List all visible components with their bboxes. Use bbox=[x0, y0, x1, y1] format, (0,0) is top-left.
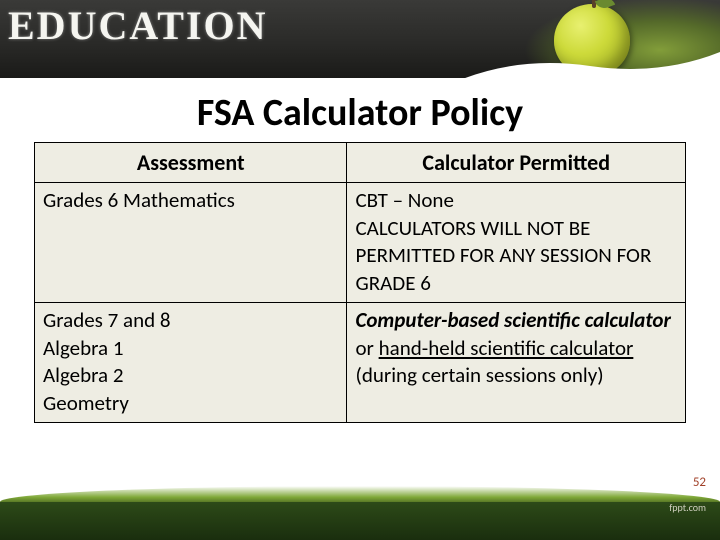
header-banner: EDUCATION bbox=[0, 0, 720, 78]
calc-plain-2: (during certain sessions only) bbox=[355, 362, 603, 388]
banner-curve-icon bbox=[460, 46, 720, 78]
footer-bar bbox=[0, 502, 720, 540]
calc-underline: hand-held scientific calculator bbox=[379, 335, 634, 361]
table-header-row: Assessment Calculator Permitted bbox=[35, 143, 686, 183]
calc-emph-1: Computer-based scientific calculator bbox=[355, 307, 670, 333]
cell-assessment: Grades 6 Mathematics bbox=[35, 183, 347, 303]
slide: EDUCATION FSA Calculator Policy Assessme… bbox=[0, 0, 720, 540]
banner-chalk-text: EDUCATION bbox=[8, 2, 268, 49]
content-area: FSA Calculator Policy Assessment Calcula… bbox=[0, 78, 720, 423]
page-number: 52 bbox=[693, 475, 706, 490]
col-header-assessment: Assessment bbox=[35, 143, 347, 183]
cell-assessment: Grades 7 and 8 Algebra 1 Algebra 2 Geome… bbox=[35, 302, 347, 422]
calc-plain-1: or bbox=[355, 335, 378, 361]
cell-calculator: CBT – None CALCULATORS WILL NOT BE PERMI… bbox=[347, 183, 686, 303]
table-row: Grades 7 and 8 Algebra 1 Algebra 2 Geome… bbox=[35, 302, 686, 422]
watermark: fppt.com bbox=[669, 501, 706, 514]
cell-calculator: Computer-based scientific calculator or … bbox=[347, 302, 686, 422]
table-row: Grades 6 Mathematics CBT – None CALCULAT… bbox=[35, 183, 686, 303]
slide-title: FSA Calculator Policy bbox=[34, 90, 686, 136]
col-header-calculator: Calculator Permitted bbox=[347, 143, 686, 183]
policy-table: Assessment Calculator Permitted Grades 6… bbox=[34, 142, 686, 423]
